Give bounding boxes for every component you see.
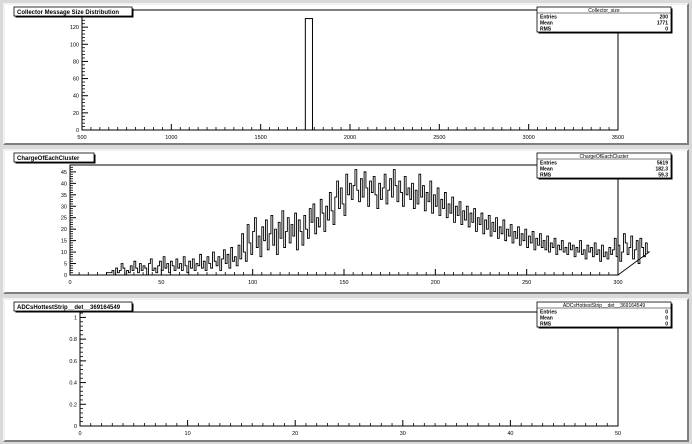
title-box (13, 6, 133, 17)
stats-box (536, 301, 672, 328)
y-tick-label: 25 (61, 216, 67, 222)
x-tick-label: 200 (431, 280, 440, 286)
y-tick-label: 1 (74, 315, 77, 321)
y-tick-label: 40 (61, 181, 67, 187)
y-tick-label: 20 (73, 111, 79, 117)
x-tick-label: 0 (78, 431, 81, 437)
y-tick-label: 5 (64, 262, 67, 268)
stats-label: RMS (540, 322, 552, 328)
x-tick-label: 30 (400, 431, 406, 437)
x-tick-label: 40 (507, 431, 513, 437)
x-tick-label: 100 (248, 280, 257, 286)
stats-value: 0 (665, 316, 668, 322)
x-tick-label: 1500 (255, 135, 267, 141)
stats-box (536, 6, 672, 33)
x-tick-label: 1000 (165, 135, 177, 141)
x-tick-label: 500 (77, 135, 86, 141)
x-tick-label: 2000 (344, 135, 356, 141)
stats-value: 0 (665, 310, 668, 316)
chart-svg: 500 1000 1500 2000 2500 3000 35000204060801001… (13, 6, 673, 141)
x-tick-label: 2500 (433, 135, 445, 141)
stats-name: ADCsHottestStrip__det__369164549 (563, 303, 645, 309)
title-box (13, 152, 95, 163)
histogram-bar (304, 18, 313, 131)
x-tick-label: 0 (68, 280, 71, 286)
chart-svg: 0 10 20 30 40 50 0 0.2 0.4 0.6 0.8 1 ADCsHottestStri… (13, 301, 673, 437)
x-tick-label: 3000 (523, 135, 535, 141)
y-tick-label: 120 (70, 25, 79, 31)
y-tick-label: 80 (73, 59, 79, 65)
stats-value: 0 (665, 27, 668, 33)
pad-collector-size[interactable]: 500 1000 1500 2000 2500 3000 3500 0 20 40 60 80 100 1… (3, 3, 689, 145)
title-box (13, 301, 133, 312)
plot-frame (79, 311, 619, 427)
stats-value: 5619 (657, 161, 668, 167)
stats-value: 182.3 (655, 167, 668, 173)
stats-label: Mean (540, 167, 553, 173)
y-tick-label: 30 (61, 204, 67, 210)
y-tick-label: 10 (61, 250, 67, 256)
y-tick-label: 0 (74, 424, 77, 430)
stats-box (536, 152, 672, 179)
stats-label: Mean (540, 21, 553, 27)
x-tick-label: 50 (615, 431, 621, 437)
stats-value: 200 (660, 15, 669, 21)
y-tick-label: 0 (76, 128, 79, 134)
x-tick-label: 150 (339, 280, 348, 286)
stats-label: Entries (540, 310, 557, 316)
y-tick-label: 0.6 (69, 359, 77, 365)
stats-value: 59.3 (658, 173, 668, 179)
pad-adcs-hottest-strip[interactable]: 0 10 20 30 40 50 0 0.2 0.4 0.6 0.8 1 ADCsHottestStri… (3, 298, 689, 442)
plot-frame (69, 164, 619, 276)
y-tick-label: 45 (61, 170, 67, 176)
y-tick-label: 40 (73, 94, 79, 100)
x-tick-label: 50 (158, 280, 164, 286)
stats-name: ChargeOfEachCluster (580, 154, 629, 160)
chart-svg: 0 50 100 150 200 250 300 0 5 10 15 20 25 30 35 40 45 Char… (13, 152, 673, 286)
stats-value: 0 (665, 322, 668, 328)
x-tick-label: 300 (613, 280, 622, 286)
stats-label: RMS (540, 27, 552, 33)
x-tick-label: 20 (292, 431, 298, 437)
stats-label: RMS (540, 173, 552, 179)
histogram-line (70, 169, 651, 276)
y-tick-label: 0 (64, 273, 67, 279)
stats-value: 1771 (657, 21, 668, 27)
y-tick-label: 35 (61, 193, 67, 199)
stats-label: Entries (540, 15, 557, 21)
x-tick-label: 250 (522, 280, 531, 286)
x-tick-label: 3500 (612, 135, 624, 141)
x-tick-label: 10 (185, 431, 191, 437)
y-tick-label: 0.4 (69, 381, 77, 387)
chart-title: ChargeOfEachCluster (17, 156, 80, 162)
y-tick-label: 0.2 (69, 402, 77, 408)
y-tick-label: 0.8 (69, 337, 77, 343)
stats-label: Entries (540, 161, 557, 167)
stats-name: Collector_size (588, 8, 620, 14)
y-tick-label: 20 (61, 227, 67, 233)
y-tick-label: 15 (61, 239, 67, 245)
chart-title: ADCsHottestStrip__det__369164549 (17, 305, 121, 311)
pad-charge-of-each-cluster[interactable]: 0 50 100 150 200 250 300 0 5 10 15 20 25 30 35 40 45 Char… (3, 149, 689, 294)
chart-title: Collector Message Size Distribution (17, 10, 119, 16)
y-tick-label: 100 (70, 42, 79, 48)
y-tick-label: 60 (73, 77, 79, 83)
stats-label: Mean (540, 316, 553, 322)
